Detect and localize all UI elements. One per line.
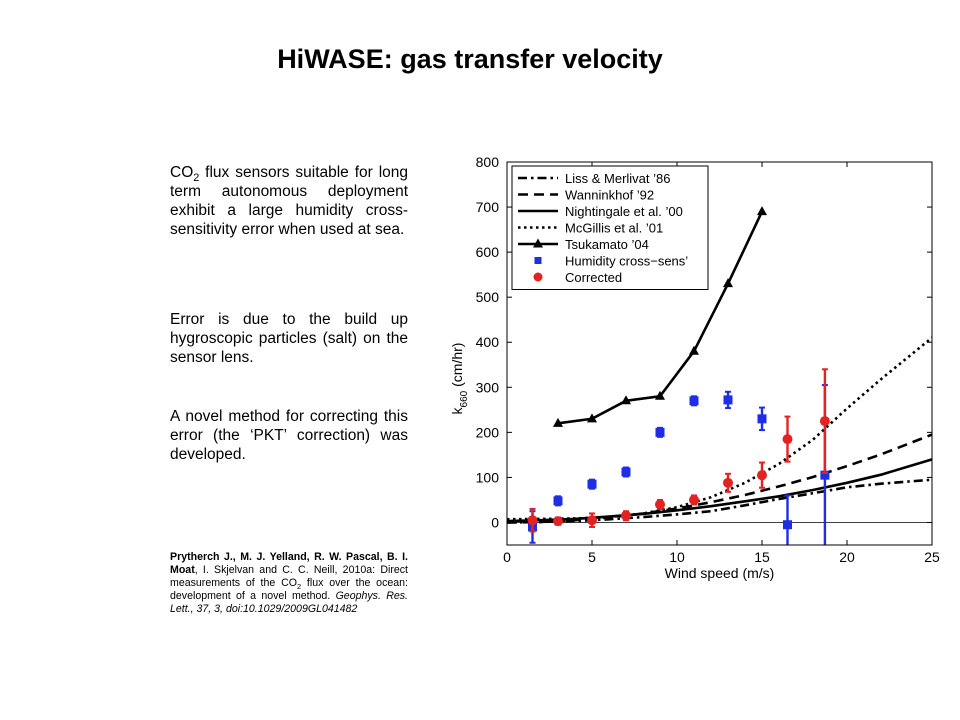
tsukamato-point-1: [587, 413, 597, 423]
corrected-point-9: [819, 416, 830, 427]
tsukamato-point-5: [723, 278, 733, 288]
corrected-point-3: [621, 510, 631, 521]
ref-authors-rest: , I. Skjelvan and C. C. Neill, 2010a: Di…: [170, 564, 408, 589]
clipped-marks: [507, 206, 932, 545]
p1-pre: CO: [170, 164, 194, 181]
legend-label-6: Corrected: [565, 270, 622, 285]
y-axis-label: k660 (cm/hr): [449, 343, 470, 415]
x-axis-label: Wind speed (m/s): [665, 565, 775, 581]
legend-label-5: Humidity cross−sens’: [565, 254, 688, 269]
corrected-point-7: [757, 470, 767, 481]
legend-label-3: McGillis et al. ’01: [565, 221, 663, 236]
ytick-label-2: 200: [476, 424, 500, 440]
ytick-label-1: 100: [476, 469, 500, 485]
ytick-label-6: 600: [476, 244, 500, 260]
ytick-label-3: 300: [476, 379, 500, 395]
ref-journal: Geophys. Res. Lett., 37, 3, doi:10.1029/…: [170, 590, 409, 615]
reference-citation: Prytherch J., M. J. Yelland, R. W. Pasca…: [170, 551, 408, 616]
corrected-point-1: [553, 516, 563, 527]
humidity-point-5: [689, 396, 699, 406]
humidity-point-9: [820, 470, 830, 480]
legend-box: [511, 165, 709, 290]
legend-swatch-6: [533, 272, 543, 282]
humidity-point-8: [783, 520, 792, 530]
legend: Liss & Merlivat ’86 Wanninkhof ’92Nightin…: [511, 165, 709, 290]
y-label-main: k: [449, 406, 465, 414]
humidity-point-3: [621, 467, 631, 477]
xtick-label-5: 25: [924, 549, 940, 565]
slide-title: HiWASE: gas transfer velocity: [277, 44, 663, 74]
humidity-point-6: [723, 395, 733, 405]
legend-label-4: Tsukamato ’04: [565, 237, 649, 252]
ref-rest: flux over the ocean: development of a no…: [170, 577, 408, 602]
p1-sub: 2: [193, 172, 200, 185]
plot-marks: [507, 206, 932, 545]
axes-layer: 0 5 10 15 20 25 0 100 200 300 400 500 600 700 800 Wind …: [449, 154, 940, 581]
p1-post: flux sensors suitable for long term auto…: [170, 164, 408, 238]
paragraph-co2-flux: CO2 flux sensors suitable for long term …: [170, 163, 408, 239]
y-label-unit: (cm/hr): [449, 343, 465, 391]
xtick-label-4: 20: [839, 549, 855, 565]
humidity-point-7: [757, 414, 767, 424]
ref-authors-bold: Prytherch J., M. J. Yelland, R. W. Pasca…: [170, 551, 408, 576]
curve-3: [507, 336, 932, 521]
tsukamato-point-2: [621, 395, 631, 405]
xtick-label-0: 0: [503, 549, 511, 565]
corrected-point-0: [527, 515, 538, 526]
ytick-label-5: 500: [476, 289, 500, 305]
paragraph-pkt-correction: A novel method for correcting this error…: [170, 408, 408, 463]
corrected-point-2: [587, 515, 597, 526]
ytick-label-8: 800: [476, 154, 500, 170]
gas-transfer-chart: 0 5 10 15 20 25 0 100 200 300 400 500 600 700 800 Wind …: [440, 150, 950, 590]
tsukamato-point-3: [655, 390, 665, 400]
corrected-point-4: [655, 499, 665, 510]
humidity-point-2: [587, 479, 597, 489]
ytick-label-4: 400: [476, 334, 500, 350]
legend-swatch-5: [534, 257, 542, 264]
ytick-label-7: 700: [476, 199, 500, 215]
ref-sub: 2: [296, 582, 302, 592]
corrected-point-6: [723, 477, 733, 488]
legend-label-1: Wanninkhof ’92: [565, 188, 654, 203]
xtick-label-1: 5: [588, 549, 596, 565]
ytick-label-0: 0: [491, 514, 499, 530]
corrected-point-5: [689, 494, 699, 505]
tsukamato-point-0: [553, 417, 563, 427]
tsukamato-point-4: [689, 345, 699, 355]
tsukamato-point-6: [757, 206, 767, 216]
corrected-point-8: [782, 434, 793, 445]
xtick-label-3: 15: [754, 549, 770, 565]
axes-box: [506, 161, 933, 546]
paragraph-error-cause: Error is due to the build up hygroscopic…: [170, 311, 408, 366]
y-label-sub: 660: [459, 390, 470, 407]
xtick-label-2: 10: [669, 549, 685, 565]
legend-label-0: Liss & Merlivat ’86: [565, 171, 670, 186]
humidity-point-1: [553, 496, 563, 506]
legend-marker-4: [533, 238, 543, 248]
humidity-point-4: [655, 427, 665, 437]
legend-label-2: Nightingale et al. ’00: [565, 204, 683, 219]
